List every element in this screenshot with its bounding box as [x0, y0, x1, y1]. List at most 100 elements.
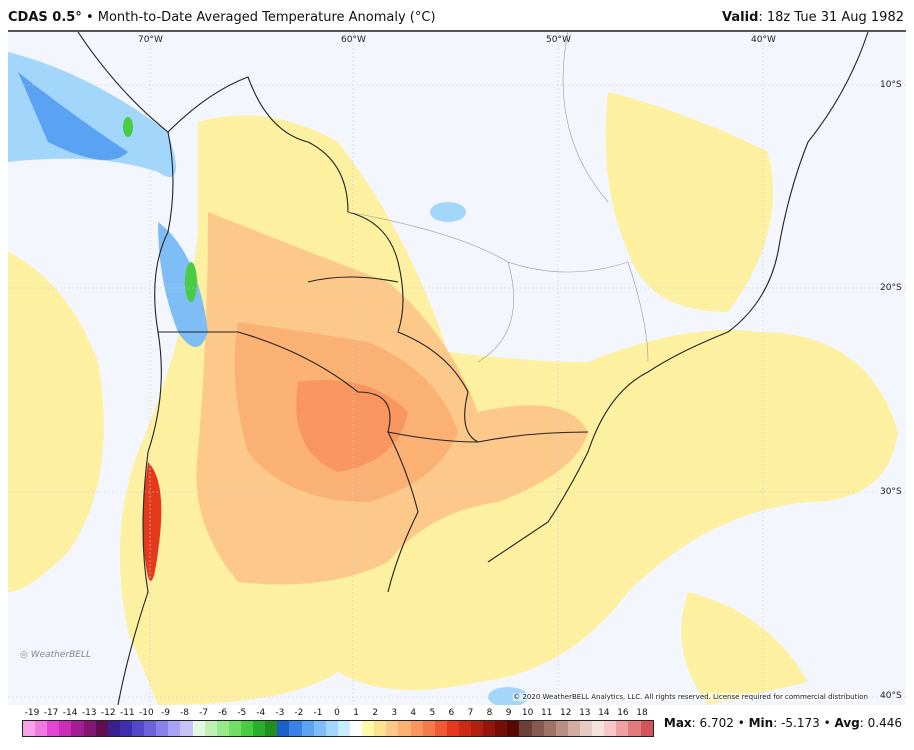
anomaly-map [8, 32, 906, 705]
graticule [8, 32, 906, 705]
colorbar-swatch [216, 721, 229, 736]
lon-label: 50°W [546, 35, 571, 45]
colorbar-swatch [410, 721, 423, 736]
colorbar-swatch [204, 721, 217, 736]
min-value: -5.173 [781, 716, 820, 730]
colorbar-tick-label: 4 [410, 708, 417, 718]
map-title: CDAS 0.5° • Month-to-Date Averaged Tempe… [8, 10, 436, 25]
colorbar-tick-label: -12 [100, 708, 116, 718]
colorbar-swatch [277, 721, 290, 736]
colorbar-tick-label: -4 [256, 708, 266, 718]
colorbar-swatch [95, 721, 108, 736]
colorbar-swatch [35, 721, 48, 736]
valid-label: Valid [722, 10, 759, 25]
model-name: CDAS 0.5° [8, 10, 82, 25]
colorbar-swatch [131, 721, 145, 736]
colorbar-swatch [253, 721, 266, 736]
colorbar-swatch [119, 721, 132, 736]
colorbar-swatch [47, 721, 60, 736]
colorbar-swatch [531, 721, 544, 736]
colorbar-tick-label: 16 [617, 708, 629, 718]
colorbar-swatch [228, 721, 241, 736]
colorbar-swatch [349, 721, 363, 736]
stats-summary: Max: 6.702 • Min: -5.173 • Avg: 0.446 [663, 716, 902, 730]
colorbar-tick-label: 6 [448, 708, 455, 718]
lat-label: 10°S [880, 80, 902, 90]
max-label: Max [663, 716, 692, 730]
colorbar-swatch [325, 721, 338, 736]
colorbar-swatch [483, 721, 496, 736]
colorbar-ticks: -19 -17 -14 -13 -12 -11 -10 -9 -8 -7 -6 -5 -4 -3 -2 -1 0… [22, 708, 652, 720]
colorbar-swatch [434, 721, 447, 736]
colorbar-tick-label: -7 [199, 708, 209, 718]
valid-time: Valid: 18z Tue 31 Aug 1982 [722, 10, 904, 25]
colorbar-swatch [628, 721, 641, 736]
colorbar-swatch [640, 721, 653, 736]
avg-value: 0.446 [867, 716, 902, 730]
colorbar-swatch [23, 721, 36, 736]
colorbar-swatch [156, 721, 169, 736]
state-borders [347, 32, 649, 363]
colorbar-swatch [240, 721, 254, 736]
colorbar-tick-label: -6 [218, 708, 228, 718]
colorbar-tick-label: -13 [81, 708, 97, 718]
colorbar-tick-label: 8 [486, 708, 493, 718]
lon-label: 70°W [138, 35, 163, 45]
colorbar-tick-label: 9 [505, 708, 512, 718]
header-divider [8, 30, 906, 32]
colorbar-tick-label: -14 [62, 708, 78, 718]
colorbar-tick-label: -8 [180, 708, 189, 718]
colorbar-swatch [398, 721, 411, 736]
colorbar-swatch [458, 721, 472, 736]
colorbar-tick-label: -3 [275, 708, 285, 718]
separator: • [737, 716, 745, 730]
colorbar-swatch [192, 721, 205, 736]
valid-time-value: 18z Tue 31 Aug 1982 [766, 10, 904, 25]
colorbar-swatch [362, 721, 375, 736]
anomaly-shading [8, 52, 898, 705]
colorbar-tick-label: -9 [160, 708, 170, 718]
colorbar-swatch [180, 721, 193, 736]
colorbar-tick-label: -11 [119, 708, 135, 718]
colorbar-tick-label: -2 [294, 708, 304, 718]
colorbar-tick-label: 18 [636, 708, 648, 718]
colorbar-swatch [374, 721, 387, 736]
colorbar-swatch [313, 721, 326, 736]
separator: • [85, 10, 94, 25]
min-label: Min [748, 716, 774, 730]
colorbar-tick-label: 14 [598, 708, 610, 718]
colorbar-swatch [265, 721, 278, 736]
colorbar-swatch [386, 721, 399, 736]
colorbar-tick-label: 0 [334, 708, 340, 718]
weatherbell-logo: ◎ WeatherBELL [20, 650, 92, 660]
colorbar-swatch [604, 721, 617, 736]
colorbar-swatch [59, 721, 72, 736]
colorbar-tick-label: -5 [237, 708, 247, 718]
colorbar-swatch [543, 721, 556, 736]
colorbar-swatch [592, 721, 605, 736]
colorbar-tick-label: 11 [540, 708, 553, 718]
colorbar-swatch [107, 721, 120, 736]
borders [77, 32, 869, 705]
colorbar-swatch [580, 721, 593, 736]
separator: • [823, 716, 831, 730]
colorbar-tick-label: -1 [313, 708, 323, 718]
colorbar-swatch [144, 721, 157, 736]
colorbar-tick-label: 12 [560, 708, 572, 718]
lat-label: 40°S [880, 691, 902, 701]
colorbar-swatch [495, 721, 508, 736]
copyright-notice: © 2020 WeatherBELL Analytics, LLC. All r… [513, 693, 868, 701]
colorbar-swatch [422, 721, 435, 736]
max-value: 6.702 [699, 716, 734, 730]
colorbar-tick-label: -19 [24, 708, 40, 718]
colorbar-tick-label: -17 [43, 708, 59, 718]
colorbar-swatch [616, 721, 629, 736]
colorbar-swatch [471, 721, 484, 736]
colorbar-swatch [567, 721, 581, 736]
colorbar-tick-label: -10 [139, 708, 154, 718]
colorbar-tick-label: 3 [391, 708, 398, 718]
colorbar-swatch [507, 721, 520, 736]
colorbar-tick-label: 10 [521, 708, 534, 718]
avg-label: Avg [834, 716, 860, 730]
